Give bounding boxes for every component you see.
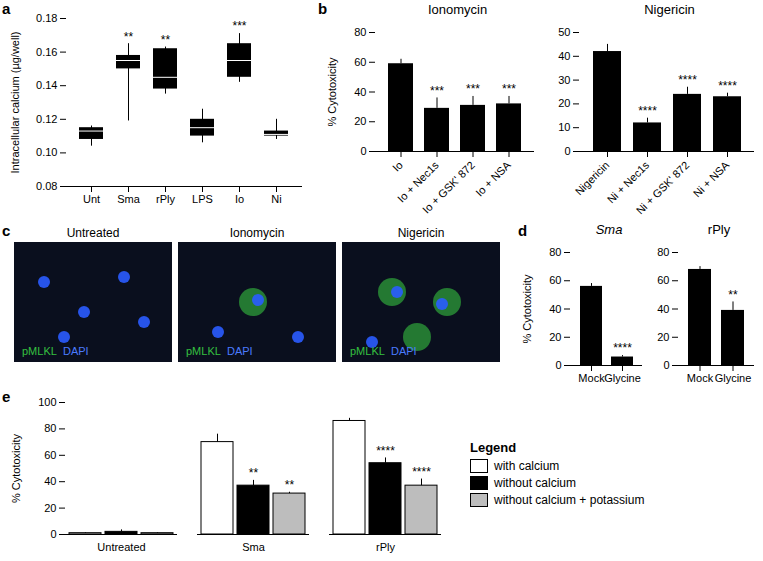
svg-text:80: 80: [549, 246, 561, 258]
svg-text:**: **: [161, 33, 171, 47]
html-text:d: d: [518, 222, 528, 239]
svg-text:****: ****: [718, 79, 737, 93]
svg-text:40: 40: [558, 50, 570, 62]
svg-text:rPly: rPly: [376, 541, 395, 553]
svg-text:****: ****: [678, 73, 697, 87]
svg-text:rPly: rPly: [156, 193, 175, 205]
svg-text:80: 80: [354, 26, 366, 38]
svg-text:100: 100: [38, 396, 56, 408]
svg-text:Glycine: Glycine: [715, 372, 752, 384]
svg-text:****: ****: [613, 341, 632, 355]
svg-text:40: 40: [549, 303, 561, 315]
svg-text:80: 80: [44, 422, 56, 434]
svg-text:20: 20: [44, 502, 56, 514]
svg-text:**: **: [728, 288, 738, 302]
html-text:e: e: [2, 388, 11, 405]
html-text:Legend: Legend: [470, 440, 517, 455]
svg-text:60: 60: [549, 274, 561, 286]
svg-text:0: 0: [564, 145, 570, 157]
svg-text:***: ***: [466, 82, 480, 96]
html-text:Nigericin: Nigericin: [397, 226, 445, 240]
svg-text:20: 20: [549, 331, 561, 343]
svg-text:Sma: Sma: [117, 193, 141, 205]
svg-text:% Cytotoxicity: % Cytotoxicity: [10, 433, 22, 503]
svg-text:0: 0: [50, 528, 56, 540]
svg-text:**: **: [124, 30, 134, 44]
svg-text:% Cytotoxicity: % Cytotoxicity: [521, 274, 533, 344]
html-text:rPly: rPly: [707, 222, 731, 237]
svg-text:20: 20: [657, 331, 669, 343]
svg-text:***: ***: [232, 19, 246, 33]
svg-text:Mock: Mock: [687, 372, 714, 384]
svg-text:Io: Io: [235, 193, 244, 205]
svg-text:DAPI: DAPI: [63, 345, 89, 357]
html-text:without calcium + potassium: without calcium + potassium: [494, 493, 645, 507]
svg-text:0.18: 0.18: [36, 12, 57, 24]
svg-text:50: 50: [558, 26, 570, 38]
svg-text:0.12: 0.12: [36, 113, 57, 125]
svg-text:40: 40: [657, 303, 669, 315]
svg-text:0: 0: [360, 145, 366, 157]
svg-text:30: 30: [558, 74, 570, 86]
svg-text:0.16: 0.16: [36, 46, 57, 58]
html-text:with calcium: with calcium: [494, 459, 560, 473]
svg-text:****: ****: [412, 465, 431, 479]
svg-text:20: 20: [558, 97, 570, 109]
svg-text:Io + GSK' 872: Io + GSK' 872: [420, 159, 477, 216]
svg-text:Mock: Mock: [578, 372, 605, 384]
svg-text:Io + Nec1s: Io + Nec1s: [395, 158, 441, 205]
svg-text:Io + NSA: Io + NSA: [473, 158, 513, 198]
html-text:Nigericin: Nigericin: [644, 2, 695, 17]
svg-text:pMLKL: pMLKL: [350, 345, 385, 357]
svg-text:Intracellular calcium (µg/well: Intracellular calcium (µg/well): [9, 31, 21, 173]
svg-text:40: 40: [44, 475, 56, 487]
svg-text:****: ****: [638, 104, 657, 118]
svg-text:0.14: 0.14: [36, 79, 57, 91]
svg-text:Nigericin: Nigericin: [573, 159, 612, 198]
svg-text:Ni + NSA: Ni + NSA: [691, 158, 732, 199]
html-text:Ionomycin: Ionomycin: [427, 2, 488, 17]
svg-text:60: 60: [657, 274, 669, 286]
svg-text:80: 80: [657, 246, 669, 258]
html-text:a: a: [2, 0, 11, 17]
svg-text:pMLKL: pMLKL: [22, 345, 57, 357]
svg-text:Untreated: Untreated: [97, 541, 145, 553]
svg-text:Sma: Sma: [242, 541, 266, 553]
html-text:Untreated: Untreated: [66, 226, 120, 240]
html-text:b: b: [318, 0, 328, 17]
svg-text:% Cytotoxicity: % Cytotoxicity: [326, 57, 338, 127]
svg-text:LPS: LPS: [192, 193, 213, 205]
svg-text:pMLKL: pMLKL: [186, 345, 221, 357]
svg-text:0.08: 0.08: [36, 180, 57, 192]
svg-text:****: ****: [376, 444, 395, 458]
svg-text:DAPI: DAPI: [391, 345, 417, 357]
html-text:Sma: Sma: [595, 222, 623, 237]
svg-text:10: 10: [558, 121, 570, 133]
svg-text:Ni + Nec1s: Ni + Nec1s: [604, 158, 652, 206]
svg-text:Glycine: Glycine: [604, 372, 641, 384]
svg-text:0: 0: [555, 359, 561, 371]
html-text:c: c: [2, 222, 11, 239]
html-text:Ionomycin: Ionomycin: [229, 226, 285, 240]
svg-text:40: 40: [354, 86, 366, 98]
svg-text:20: 20: [354, 115, 366, 127]
svg-text:**: **: [285, 478, 295, 492]
svg-text:Io: Io: [390, 159, 405, 174]
svg-text:***: ***: [502, 82, 516, 96]
svg-text:Ni + GSK' 872: Ni + GSK' 872: [634, 159, 692, 217]
svg-text:***: ***: [430, 84, 444, 98]
html-text:without calcium: without calcium: [494, 476, 576, 490]
svg-text:0: 0: [663, 359, 669, 371]
svg-text:Ni: Ni: [271, 193, 281, 205]
svg-text:Unt: Unt: [83, 193, 100, 205]
svg-text:0.10: 0.10: [36, 146, 57, 158]
svg-text:**: **: [249, 466, 259, 480]
svg-text:DAPI: DAPI: [227, 345, 253, 357]
svg-text:60: 60: [354, 56, 366, 68]
svg-text:60: 60: [44, 449, 56, 461]
